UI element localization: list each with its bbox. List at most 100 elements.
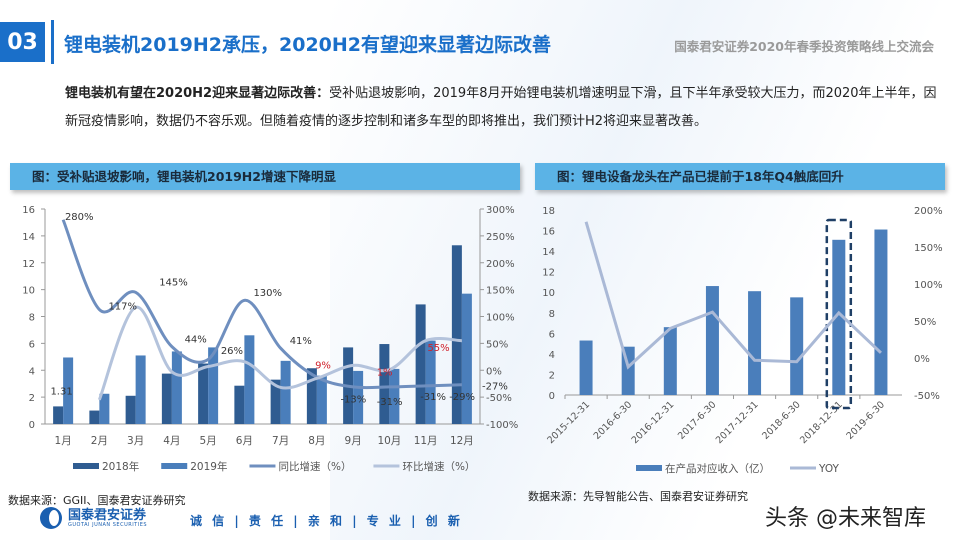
y-tick-label: 8 (549, 309, 555, 320)
y2-tick-label: -100% (486, 420, 518, 431)
bar-a (790, 297, 804, 395)
data-label: 1.31 (50, 386, 72, 397)
y-tick-label: 0 (29, 420, 35, 431)
y-tick-label: 14 (542, 247, 555, 258)
company-motto: 诚 信 | 责 任 | 亲 和 | 专 业 | 创 新 (190, 514, 463, 528)
x-tick-label: 9月 (345, 435, 362, 447)
bar-b (99, 393, 110, 424)
y-tick-label: 14 (22, 232, 35, 243)
y2-tick-label: 300% (486, 205, 515, 216)
bar-a (415, 304, 426, 424)
data-label: -27% (482, 382, 508, 393)
y2-tick-label: 200% (914, 206, 943, 217)
data-label: 280% (65, 212, 94, 223)
title-divider (51, 20, 54, 64)
y-tick-label: 2 (29, 393, 35, 404)
y2-tick-label: -50% (486, 393, 512, 404)
summary-paragraph: 锂电装机有望在2020H2迎来显著边际改善：受补贴退坡影响，2019年8月开始锂… (65, 80, 945, 136)
data-label: -13% (340, 395, 366, 406)
x-tick-label: 2016-6-30 (592, 399, 635, 442)
y2-tick-label: -50% (914, 391, 940, 402)
y2-tick-label: 50% (914, 317, 936, 328)
y2-tick-label: 100% (486, 313, 515, 324)
y-tick-label: 12 (22, 259, 35, 270)
data-label: 1% (377, 368, 393, 379)
bar-b (353, 370, 364, 424)
y2-tick-label: 150% (914, 243, 943, 254)
x-tick-label: 10月 (377, 435, 401, 447)
legend-swatch (636, 465, 662, 471)
y2-tick-label: 0% (914, 354, 930, 365)
bar-a (270, 379, 281, 424)
bar-b (171, 351, 182, 424)
data-label: 130% (253, 288, 282, 299)
bar-a (705, 286, 719, 395)
x-tick-label: 2015-12-31 (545, 399, 592, 446)
x-tick-label: 3月 (127, 435, 144, 447)
bar-a (579, 340, 593, 395)
x-tick-label: 2017-12-31 (714, 399, 761, 446)
data-label: -29% (449, 392, 475, 403)
event-subtitle: 国泰君安证券2020年春季投资策略线上交流会 (674, 39, 934, 54)
y-tick-label: 4 (29, 366, 35, 377)
x-tick-label: 2018-12-31 (798, 399, 845, 446)
x-tick-label: 11月 (414, 435, 438, 447)
bar-b (135, 355, 146, 424)
summary-lead: 锂电装机有望在2020H2迎来显著边际改善： (65, 86, 330, 101)
data-label: 117% (108, 302, 137, 313)
y-tick-label: 10 (22, 286, 35, 297)
legend-label: 环比增速（%） (402, 460, 475, 473)
y-tick-label: 8 (29, 313, 35, 324)
line-series-0 (584, 221, 882, 370)
bar-a (161, 373, 172, 424)
bar-a (306, 368, 317, 424)
y2-tick-label: 200% (486, 259, 515, 270)
y2-tick-label: 100% (914, 280, 943, 291)
legend-swatch (161, 463, 188, 469)
right-chart-caption: 图：锂电设备龙头在产品已提前于18年Q4触底回升 (535, 163, 945, 190)
x-tick-label: 6月 (236, 435, 253, 447)
summary-text: 受补贴退坡影响，2019年8月开始锂电装机增速明显下滑，且下半年承受较大压力，而… (65, 86, 937, 129)
y-tick-label: 2 (549, 370, 555, 381)
x-tick-label: 1月 (55, 435, 72, 447)
y2-tick-label: 50% (486, 339, 508, 350)
bar-b (425, 340, 436, 424)
bar-b (244, 335, 255, 424)
x-tick-label: 2018-6-30 (760, 399, 803, 442)
data-label: 41% (290, 336, 312, 347)
y-tick-label: 4 (549, 350, 555, 361)
left-source: 数据来源：GGII、国泰君安证券研究 (8, 494, 186, 507)
section-number: 03 (0, 22, 45, 62)
x-tick-label: 7月 (272, 435, 289, 447)
line-series-1 (97, 305, 462, 401)
bar-a (53, 406, 64, 424)
bar-a (663, 327, 677, 395)
y2-tick-label: 150% (486, 286, 515, 297)
highlight-box (825, 218, 853, 410)
x-tick-label: 2月 (91, 435, 108, 447)
y-tick-label: 6 (549, 329, 555, 340)
bar-a (874, 229, 888, 395)
legend-swatch (73, 463, 99, 469)
logo-english: GUOTAI JUNAN SECURITIES (68, 521, 148, 528)
data-label: 145% (159, 277, 188, 288)
legend-label: 2019年 (190, 460, 227, 473)
y-tick-label: 12 (542, 268, 555, 279)
y2-tick-label: 250% (486, 232, 515, 243)
legend-label: 在产品对应收入（亿） (665, 462, 770, 475)
legend-label: 2018年 (102, 460, 139, 473)
bar-a (89, 410, 100, 424)
x-tick-label: 5月 (200, 435, 217, 447)
bar-a (379, 344, 390, 424)
x-tick-label: 2019-6-30 (845, 399, 888, 442)
bar-b (461, 293, 472, 424)
bar-a (234, 385, 245, 424)
bar-a (125, 395, 136, 424)
right-source: 数据来源：先导智能公告、国泰君安证券研究 (528, 490, 748, 503)
x-tick-label: 4月 (163, 435, 180, 447)
y-tick-label: 18 (542, 206, 555, 217)
y-tick-label: 0 (549, 391, 555, 402)
bar-b (316, 375, 327, 424)
bar-a (451, 245, 462, 424)
